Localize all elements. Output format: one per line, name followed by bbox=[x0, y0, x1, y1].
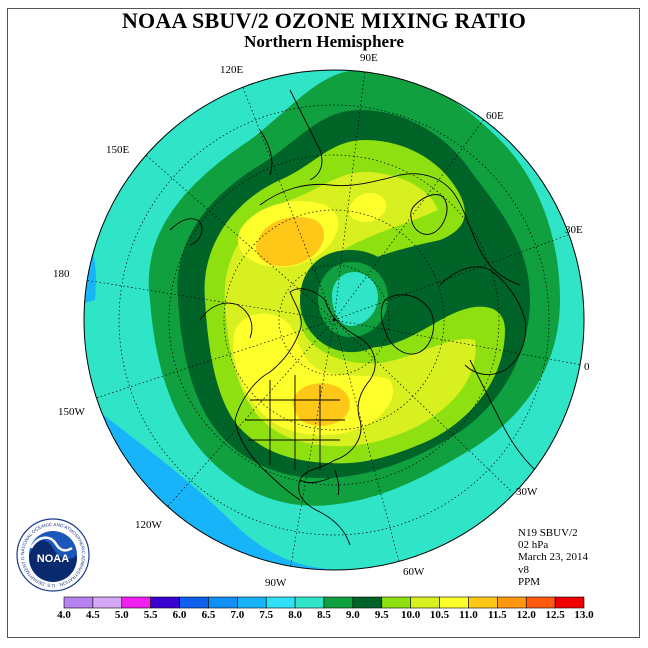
lon-label-180: 180 bbox=[53, 268, 70, 280]
colorbar-tick-label: 10.0 bbox=[401, 609, 421, 621]
colorbar-tick-label: 5.0 bbox=[114, 609, 129, 621]
colorbar-swatch bbox=[179, 596, 209, 609]
level-10-5-south bbox=[233, 313, 394, 436]
lon-label-30e: 30E bbox=[565, 224, 583, 236]
colorbar-tick-label: 6.5 bbox=[201, 609, 216, 621]
lon-label-60e: 60E bbox=[486, 110, 504, 122]
colorbar-tick-label: 11.5 bbox=[488, 609, 507, 621]
lon-label-150w: 150W bbox=[58, 406, 85, 418]
colorbar-tick-label: 4.5 bbox=[86, 609, 100, 621]
graticule bbox=[84, 70, 583, 570]
lon-label-60w: 60W bbox=[403, 566, 425, 578]
lon-label-90w: 90W bbox=[265, 577, 287, 589]
version-label: v8 bbox=[518, 563, 529, 576]
colorbar-swatch bbox=[121, 596, 151, 609]
colorbar-swatch bbox=[381, 596, 411, 609]
lon-label-120w: 120W bbox=[135, 519, 162, 531]
colorbar-tick-label: 8.0 bbox=[288, 609, 302, 621]
lon-label-120e: 120E bbox=[220, 64, 244, 76]
coastlines bbox=[169, 89, 536, 546]
level-11-0-north bbox=[255, 216, 325, 267]
colorbar-tick-label: 8.5 bbox=[317, 609, 331, 621]
colorbar-swatch bbox=[410, 596, 440, 609]
level-11-0-south bbox=[292, 383, 350, 426]
lon-label-90e: 90E bbox=[360, 52, 378, 64]
instrument-label: N19 SBUV/2 bbox=[518, 527, 578, 539]
colorbar-swatch bbox=[150, 596, 180, 609]
figure-border bbox=[7, 8, 640, 638]
map-subtitle: Northern Hemisphere bbox=[244, 32, 404, 51]
colorbar-swatch bbox=[323, 596, 354, 609]
level-10-5-arctic bbox=[348, 193, 387, 222]
polar-low-core bbox=[332, 272, 378, 327]
colorbar-swatch bbox=[237, 596, 267, 609]
noaa-logo-icon: NOAA NATIONAL OCEANIC AND ATMOSPHERIC AD… bbox=[16, 518, 90, 592]
colorbar-tick-label: 12.0 bbox=[516, 609, 536, 621]
colorbar-tick-label: 5.5 bbox=[143, 609, 158, 621]
colorbar-tick-label: 13.0 bbox=[574, 609, 594, 621]
colorbar-swatch bbox=[468, 596, 498, 609]
colorbar-swatch bbox=[525, 596, 556, 609]
lon-label-0: 0 bbox=[584, 361, 590, 373]
colorbar-swatch bbox=[352, 596, 383, 609]
product-info: N19 SBUV/2 02 hPa March 23, 2014 v8 PPM bbox=[518, 527, 588, 588]
colorbar-swatch bbox=[208, 596, 238, 609]
colorbar-tick-label: 7.5 bbox=[259, 609, 274, 621]
colorbar-swatch bbox=[497, 596, 527, 609]
colorbar-swatch bbox=[554, 596, 585, 609]
date-label: March 23, 2014 bbox=[518, 551, 588, 564]
colorbar-tick-label: 10.5 bbox=[429, 609, 450, 621]
colorbar-swatch bbox=[92, 596, 123, 609]
colorbar-swatch bbox=[265, 596, 296, 609]
units-label: PPM bbox=[518, 575, 541, 588]
map-edge bbox=[83, 69, 585, 571]
lon-label-30w: 30W bbox=[516, 486, 538, 498]
colorbar-tick-label: 12.5 bbox=[545, 609, 565, 621]
pressure-label: 02 hPa bbox=[518, 539, 549, 552]
colorbar-swatch bbox=[63, 596, 94, 609]
colorbar-tick-label: 4.0 bbox=[57, 609, 71, 621]
colorbar-swatch bbox=[439, 596, 469, 609]
colorbar-tick-label: 11.0 bbox=[459, 609, 478, 621]
colorbar-swatch bbox=[294, 596, 325, 609]
colorbar-tick-label: 9.5 bbox=[374, 609, 389, 621]
map-title: NOAA SBUV/2 OZONE MIXING RATIO bbox=[121, 8, 527, 33]
colorbar-tick-label: 9.0 bbox=[346, 609, 360, 621]
lon-label-150e: 150E bbox=[106, 144, 130, 156]
colorbar-tick-label: 6.0 bbox=[172, 609, 187, 621]
logo-text: NOAA bbox=[37, 553, 69, 565]
colorbar-tick-label: 7.0 bbox=[230, 609, 245, 621]
